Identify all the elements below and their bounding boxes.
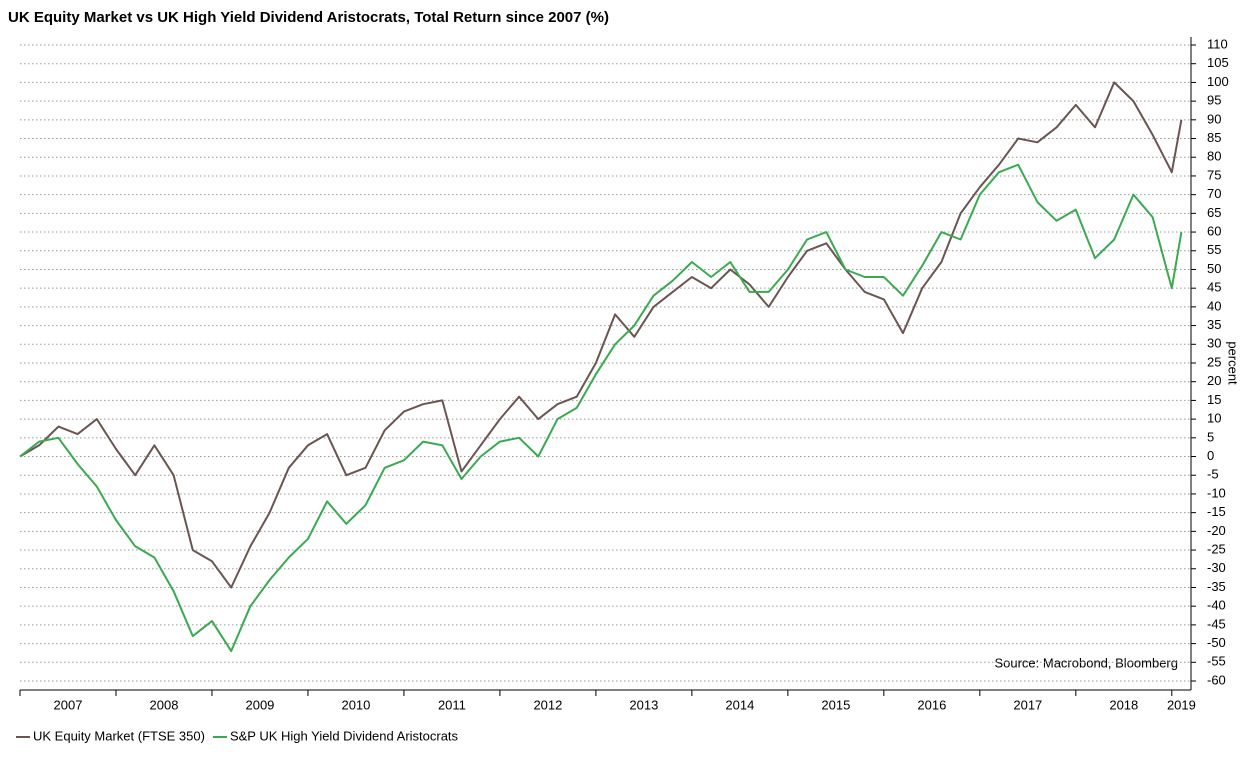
x-tick-label: 2011 — [438, 697, 466, 712]
legend-label: S&P UK High Yield Dividend Aristocrats — [230, 728, 459, 743]
y-tick-label: -5 — [1207, 467, 1219, 482]
y-tick-label: -10 — [1207, 485, 1226, 500]
x-tick-label: 2019 — [1167, 697, 1196, 712]
y-tick-label: 0 — [1207, 448, 1214, 463]
y-tick-label: 60 — [1207, 223, 1221, 238]
x-tick-label: 2013 — [629, 697, 658, 712]
x-tick-label: 2010 — [341, 697, 370, 712]
x-tick-label: 2015 — [821, 697, 850, 712]
y-tick-label: -20 — [1207, 523, 1226, 538]
y-tick-label: 100 — [1207, 74, 1229, 89]
source-note: Source: Macrobond, Bloomberg — [994, 655, 1178, 670]
y-tick-label: -40 — [1207, 598, 1226, 613]
y-tick-label: 35 — [1207, 317, 1221, 332]
y-tick-label: -25 — [1207, 541, 1226, 556]
y-tick-label: 90 — [1207, 111, 1221, 126]
y-tick-label: -50 — [1207, 635, 1226, 650]
series-line — [19, 81, 1183, 589]
x-tick-label: 2017 — [1013, 697, 1042, 712]
y-tick-label: 20 — [1207, 373, 1221, 388]
y-tick-label: 85 — [1207, 130, 1221, 145]
y-tick-label: 45 — [1207, 280, 1221, 295]
y-tick-label: 80 — [1207, 149, 1221, 164]
y-tick-label: 65 — [1207, 205, 1221, 220]
y-tick-label: 25 — [1207, 354, 1221, 369]
x-tick-label: 2016 — [917, 697, 946, 712]
x-tick-label: 2007 — [54, 697, 83, 712]
y-tick-label: -60 — [1207, 672, 1226, 687]
y-tick-label: 105 — [1207, 55, 1229, 70]
x-tick-label: 2012 — [533, 697, 562, 712]
x-tick-label: 2014 — [725, 697, 754, 712]
y-tick-label: -45 — [1207, 616, 1226, 631]
y-tick-label: 30 — [1207, 336, 1221, 351]
y-tick-label: 5 — [1207, 429, 1214, 444]
y-tick-label: -15 — [1207, 504, 1226, 519]
y-tick-label: -30 — [1207, 560, 1226, 575]
y-tick-label: 15 — [1207, 392, 1221, 407]
y-tick-label: 75 — [1207, 167, 1221, 182]
y-tick-label: 110 — [1207, 36, 1228, 51]
y-tick-label: 10 — [1207, 411, 1221, 426]
y-tick-label: 95 — [1207, 93, 1221, 108]
y-tick-label: -35 — [1207, 579, 1226, 594]
x-tick-label: 2009 — [245, 697, 274, 712]
y-tick-label: 50 — [1207, 261, 1221, 276]
x-tick-label: 2018 — [1109, 697, 1138, 712]
x-tick-label: 2008 — [150, 697, 179, 712]
y-tick-label: 70 — [1207, 186, 1221, 201]
chart-title: UK Equity Market vs UK High Yield Divide… — [8, 9, 609, 26]
legend-label: UK Equity Market (FTSE 350) — [33, 728, 205, 743]
y-tick-label: 40 — [1207, 298, 1221, 313]
y-tick-label: -55 — [1207, 654, 1226, 669]
series-line — [19, 163, 1183, 653]
y-axis-label: percent — [1226, 341, 1241, 385]
y-tick-label: 55 — [1207, 242, 1221, 257]
